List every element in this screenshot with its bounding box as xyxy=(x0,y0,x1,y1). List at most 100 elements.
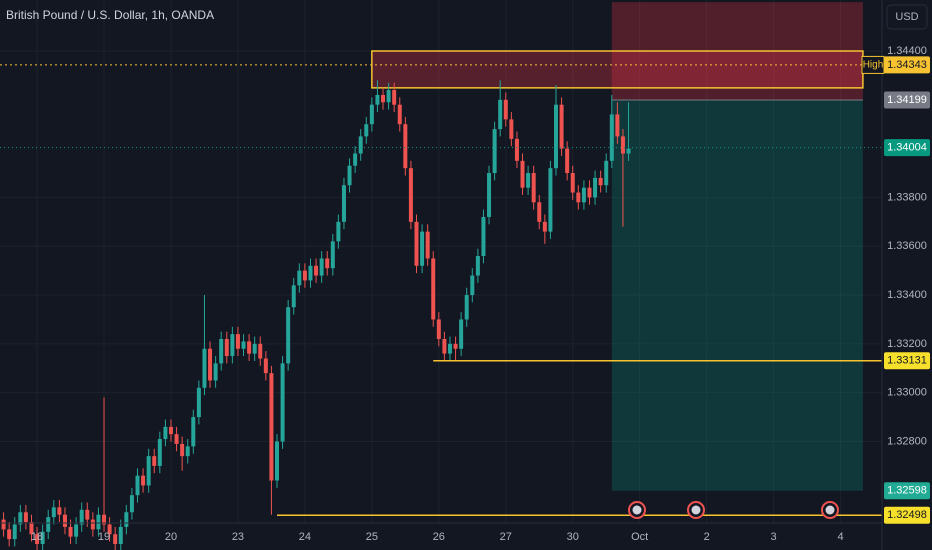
candle-body xyxy=(403,124,408,169)
candle-body xyxy=(526,173,531,188)
candle-body xyxy=(40,531,45,544)
candle-body xyxy=(503,99,508,120)
event-icons xyxy=(628,501,839,519)
candle-body xyxy=(369,104,374,125)
event-icon-inner xyxy=(825,505,835,515)
candle-body xyxy=(280,363,285,442)
candle-body xyxy=(12,524,17,540)
candle-body xyxy=(520,160,525,188)
candle-body xyxy=(542,221,547,232)
candle-body xyxy=(330,241,335,269)
candle-body xyxy=(275,441,279,481)
x-tick-label: 23 xyxy=(232,531,244,543)
candle-body xyxy=(302,270,307,281)
candle-body xyxy=(35,534,40,544)
x-tick-label: 20 xyxy=(165,531,177,543)
candle-body xyxy=(191,417,196,447)
candle-body xyxy=(1,519,6,530)
y-tick-label: 1.33000 xyxy=(887,387,927,399)
candle-body xyxy=(604,160,609,186)
candle-body xyxy=(79,509,84,525)
candle-body xyxy=(509,119,514,139)
candle-body xyxy=(498,99,503,130)
candle-body xyxy=(163,426,168,440)
candle-body xyxy=(269,373,274,481)
candle-body xyxy=(96,514,101,530)
candle-body xyxy=(180,443,185,457)
candle-body xyxy=(425,231,430,259)
candle-body xyxy=(364,124,369,137)
x-tick-label: 19 xyxy=(98,531,110,543)
high-badge xyxy=(884,56,930,74)
candle-body xyxy=(397,104,402,125)
candle-body xyxy=(447,343,452,354)
candle-body xyxy=(531,173,536,203)
candle-body xyxy=(358,136,363,154)
grid xyxy=(0,0,882,523)
current-badge-label: 1.34004 xyxy=(887,142,927,154)
chart-title: British Pound / U.S. Dollar, 1h, OANDA xyxy=(6,8,214,22)
candle-body xyxy=(392,90,397,105)
candle-body xyxy=(118,526,123,544)
candle-body xyxy=(487,173,492,217)
candle-body xyxy=(68,526,73,537)
candle-body xyxy=(347,165,352,186)
candle-body xyxy=(581,187,586,203)
candle-body xyxy=(453,343,458,349)
candle-body xyxy=(252,343,257,354)
x-tick-label: 2 xyxy=(704,531,710,543)
y-tick-label: 1.33600 xyxy=(887,240,927,252)
candle-body xyxy=(152,456,157,466)
candle-body xyxy=(464,295,469,320)
candle-body xyxy=(554,104,558,169)
x-tick-label: 3 xyxy=(771,531,777,543)
candle-body xyxy=(565,148,570,174)
candle-body xyxy=(593,177,598,198)
currency-button[interactable] xyxy=(886,4,928,30)
candle-body xyxy=(514,138,519,161)
candle-body xyxy=(85,509,90,520)
candle-body xyxy=(230,334,235,357)
x-tick-label: 25 xyxy=(366,531,378,543)
candle-body xyxy=(470,275,475,296)
overlay xyxy=(0,64,882,516)
candle-body xyxy=(336,221,341,242)
candle-body xyxy=(51,507,56,518)
high-badge-label: 1.34343 xyxy=(887,59,927,71)
candle-body xyxy=(258,343,263,359)
candle-body xyxy=(29,522,34,535)
candle-body xyxy=(141,475,146,486)
x-tick-label: 27 xyxy=(500,531,512,543)
candle-body xyxy=(375,94,380,105)
x-tick-label: 30 xyxy=(567,531,579,543)
candle-body xyxy=(381,94,386,103)
candle-body xyxy=(353,153,358,166)
y-tick-label: 1.33200 xyxy=(887,338,927,350)
candle-body xyxy=(168,426,173,435)
candle-body xyxy=(615,114,620,137)
current-badge xyxy=(884,139,930,157)
candle-body xyxy=(576,192,581,203)
entry-badge-label: 1.34199 xyxy=(887,94,927,106)
candle-body xyxy=(620,136,625,154)
candle-body xyxy=(102,514,107,525)
candle-body xyxy=(626,148,631,154)
candle-body xyxy=(325,258,330,269)
candle-body xyxy=(598,177,603,186)
candle-body xyxy=(431,258,436,320)
level-badge xyxy=(884,352,930,370)
candle-body xyxy=(548,168,553,232)
candle-body xyxy=(129,495,134,513)
y-tick-label: 1.34400 xyxy=(887,45,927,57)
currency-label[interactable]: USD xyxy=(895,11,918,23)
level-badge-label: 1.32498 xyxy=(887,509,927,521)
candle-body xyxy=(319,258,324,276)
target-zone xyxy=(611,100,863,491)
event-icon-inner xyxy=(632,505,642,515)
candle-body xyxy=(18,512,23,525)
candle-body xyxy=(341,185,346,222)
candle-body xyxy=(46,517,51,532)
x-tick-label: 24 xyxy=(299,531,311,543)
candle-body xyxy=(481,216,486,257)
